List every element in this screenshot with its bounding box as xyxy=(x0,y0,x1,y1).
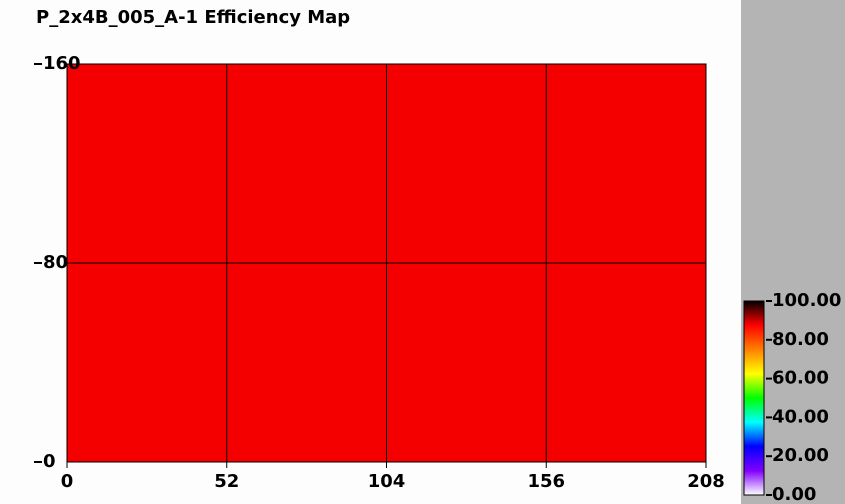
y-tick-label: 80 xyxy=(43,252,68,273)
chart-title: P_2x4B_005_A-1 Efficiency Map xyxy=(36,7,350,28)
colorbar-tick-label: 80.00 xyxy=(772,329,829,350)
x-tick-label: 156 xyxy=(527,471,565,492)
colorbar-tick-label: 60.00 xyxy=(772,368,829,389)
colorbar-tick-label: 100.00 xyxy=(772,290,841,311)
y-tick-label: 160 xyxy=(43,53,81,74)
colorbar xyxy=(743,300,765,496)
x-tick-label: 52 xyxy=(214,471,239,492)
y-tick-label: 0 xyxy=(43,451,56,472)
x-tick-label: 208 xyxy=(687,471,725,492)
colorbar-tick-label: 0.00 xyxy=(772,484,816,504)
x-tick-label: 0 xyxy=(61,471,74,492)
colorbar-tick-label: 40.00 xyxy=(772,406,829,427)
plot-border xyxy=(66,63,707,463)
x-tick-label: 104 xyxy=(368,471,406,492)
colorbar-tick-label: 20.00 xyxy=(772,445,829,466)
